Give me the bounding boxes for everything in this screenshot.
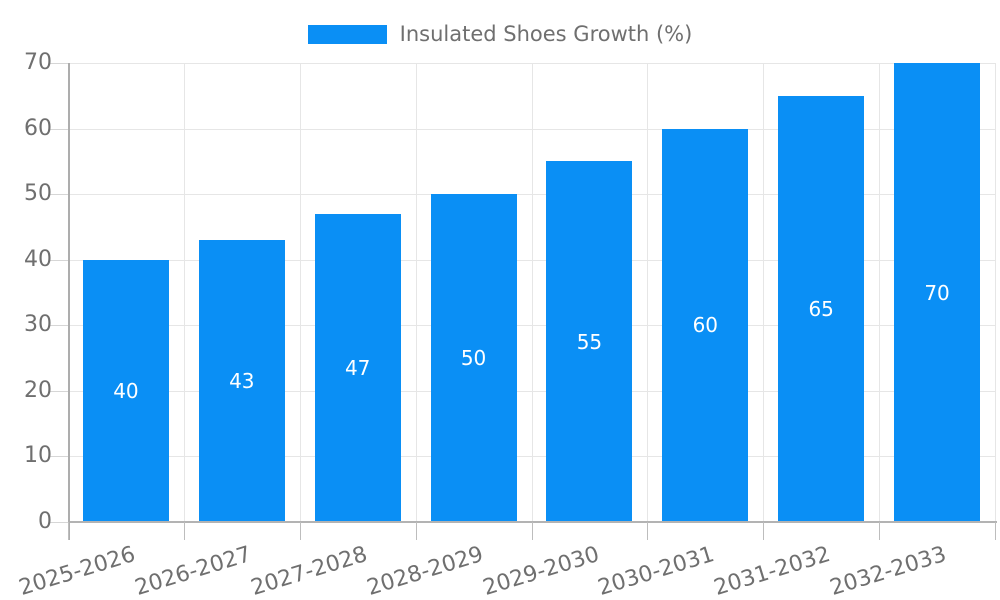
bar[interactable]: 50 [430,194,517,522]
y-tick-mark [50,63,68,64]
v-gridline [531,63,533,522]
x-category-label: 2032-2033 [827,542,950,600]
y-tick-mark [50,522,68,523]
x-tick-mark [68,522,69,540]
v-gridline [647,63,649,522]
bar[interactable]: 65 [778,95,865,522]
x-category-label: 2031-2032 [711,542,834,600]
legend: Insulated Shoes Growth (%) [0,22,1000,46]
x-tick-mark [299,522,301,540]
v-gridline [299,63,301,522]
y-tick-label: 20 [24,377,52,403]
bar[interactable]: 60 [662,128,749,522]
y-tick-label: 60 [24,115,52,141]
y-tick-mark [50,259,68,261]
x-category-label: 2028-2029 [363,542,486,600]
y-tick-mark [50,390,68,392]
y-tick-mark [50,325,68,327]
v-gridline [763,63,765,522]
y-tick-label: 40 [24,246,52,272]
bar[interactable]: 55 [546,161,633,522]
v-gridline [183,63,185,522]
bar-value-label: 50 [460,346,487,371]
legend-label: Insulated Shoes Growth (%) [399,22,693,46]
x-tick-mark [531,522,533,540]
bar-value-label: 55 [576,329,603,354]
bar-value-label: 65 [808,296,834,321]
x-category-label: 2025-2026 [16,542,139,600]
y-tick-label: 30 [24,312,52,338]
x-tick-mark [995,522,996,540]
v-gridline [415,63,417,522]
y-axis-line [68,63,70,540]
plot-area: 40 43 47 50 55 60 65 70 [68,63,996,522]
x-category-label: 2027-2028 [248,542,370,600]
bar[interactable]: 43 [198,240,285,522]
x-category-label: 2029-2030 [479,542,602,600]
x-category-label: 2026-2027 [132,542,255,600]
y-tick-label: 70 [24,50,52,75]
y-tick-mark [50,128,68,130]
v-gridline [995,63,996,522]
bar-value-label: 40 [113,378,139,403]
y-tick-label: 50 [24,181,52,207]
bar-value-label: 43 [229,369,255,394]
x-category-label: 2030-2031 [595,542,718,600]
legend-swatch [307,24,387,44]
v-gridline [879,63,881,522]
x-tick-mark [879,522,881,540]
bar-value-label: 47 [344,355,371,380]
y-tick-mark [50,456,68,458]
y-tick-mark [50,194,68,196]
y-tick-label: 0 [38,509,52,534]
y-tick-label: 10 [24,443,52,469]
x-tick-mark [763,522,765,540]
x-tick-mark [183,522,185,540]
bar[interactable]: 70 [894,63,981,522]
bar[interactable]: 47 [314,213,401,522]
x-tick-mark [415,522,417,540]
bar-value-label: 70 [924,280,950,305]
x-tick-mark [647,522,649,540]
x-axis-baseline [68,521,997,523]
bar[interactable]: 40 [82,259,169,522]
bar-value-label: 60 [692,313,719,338]
